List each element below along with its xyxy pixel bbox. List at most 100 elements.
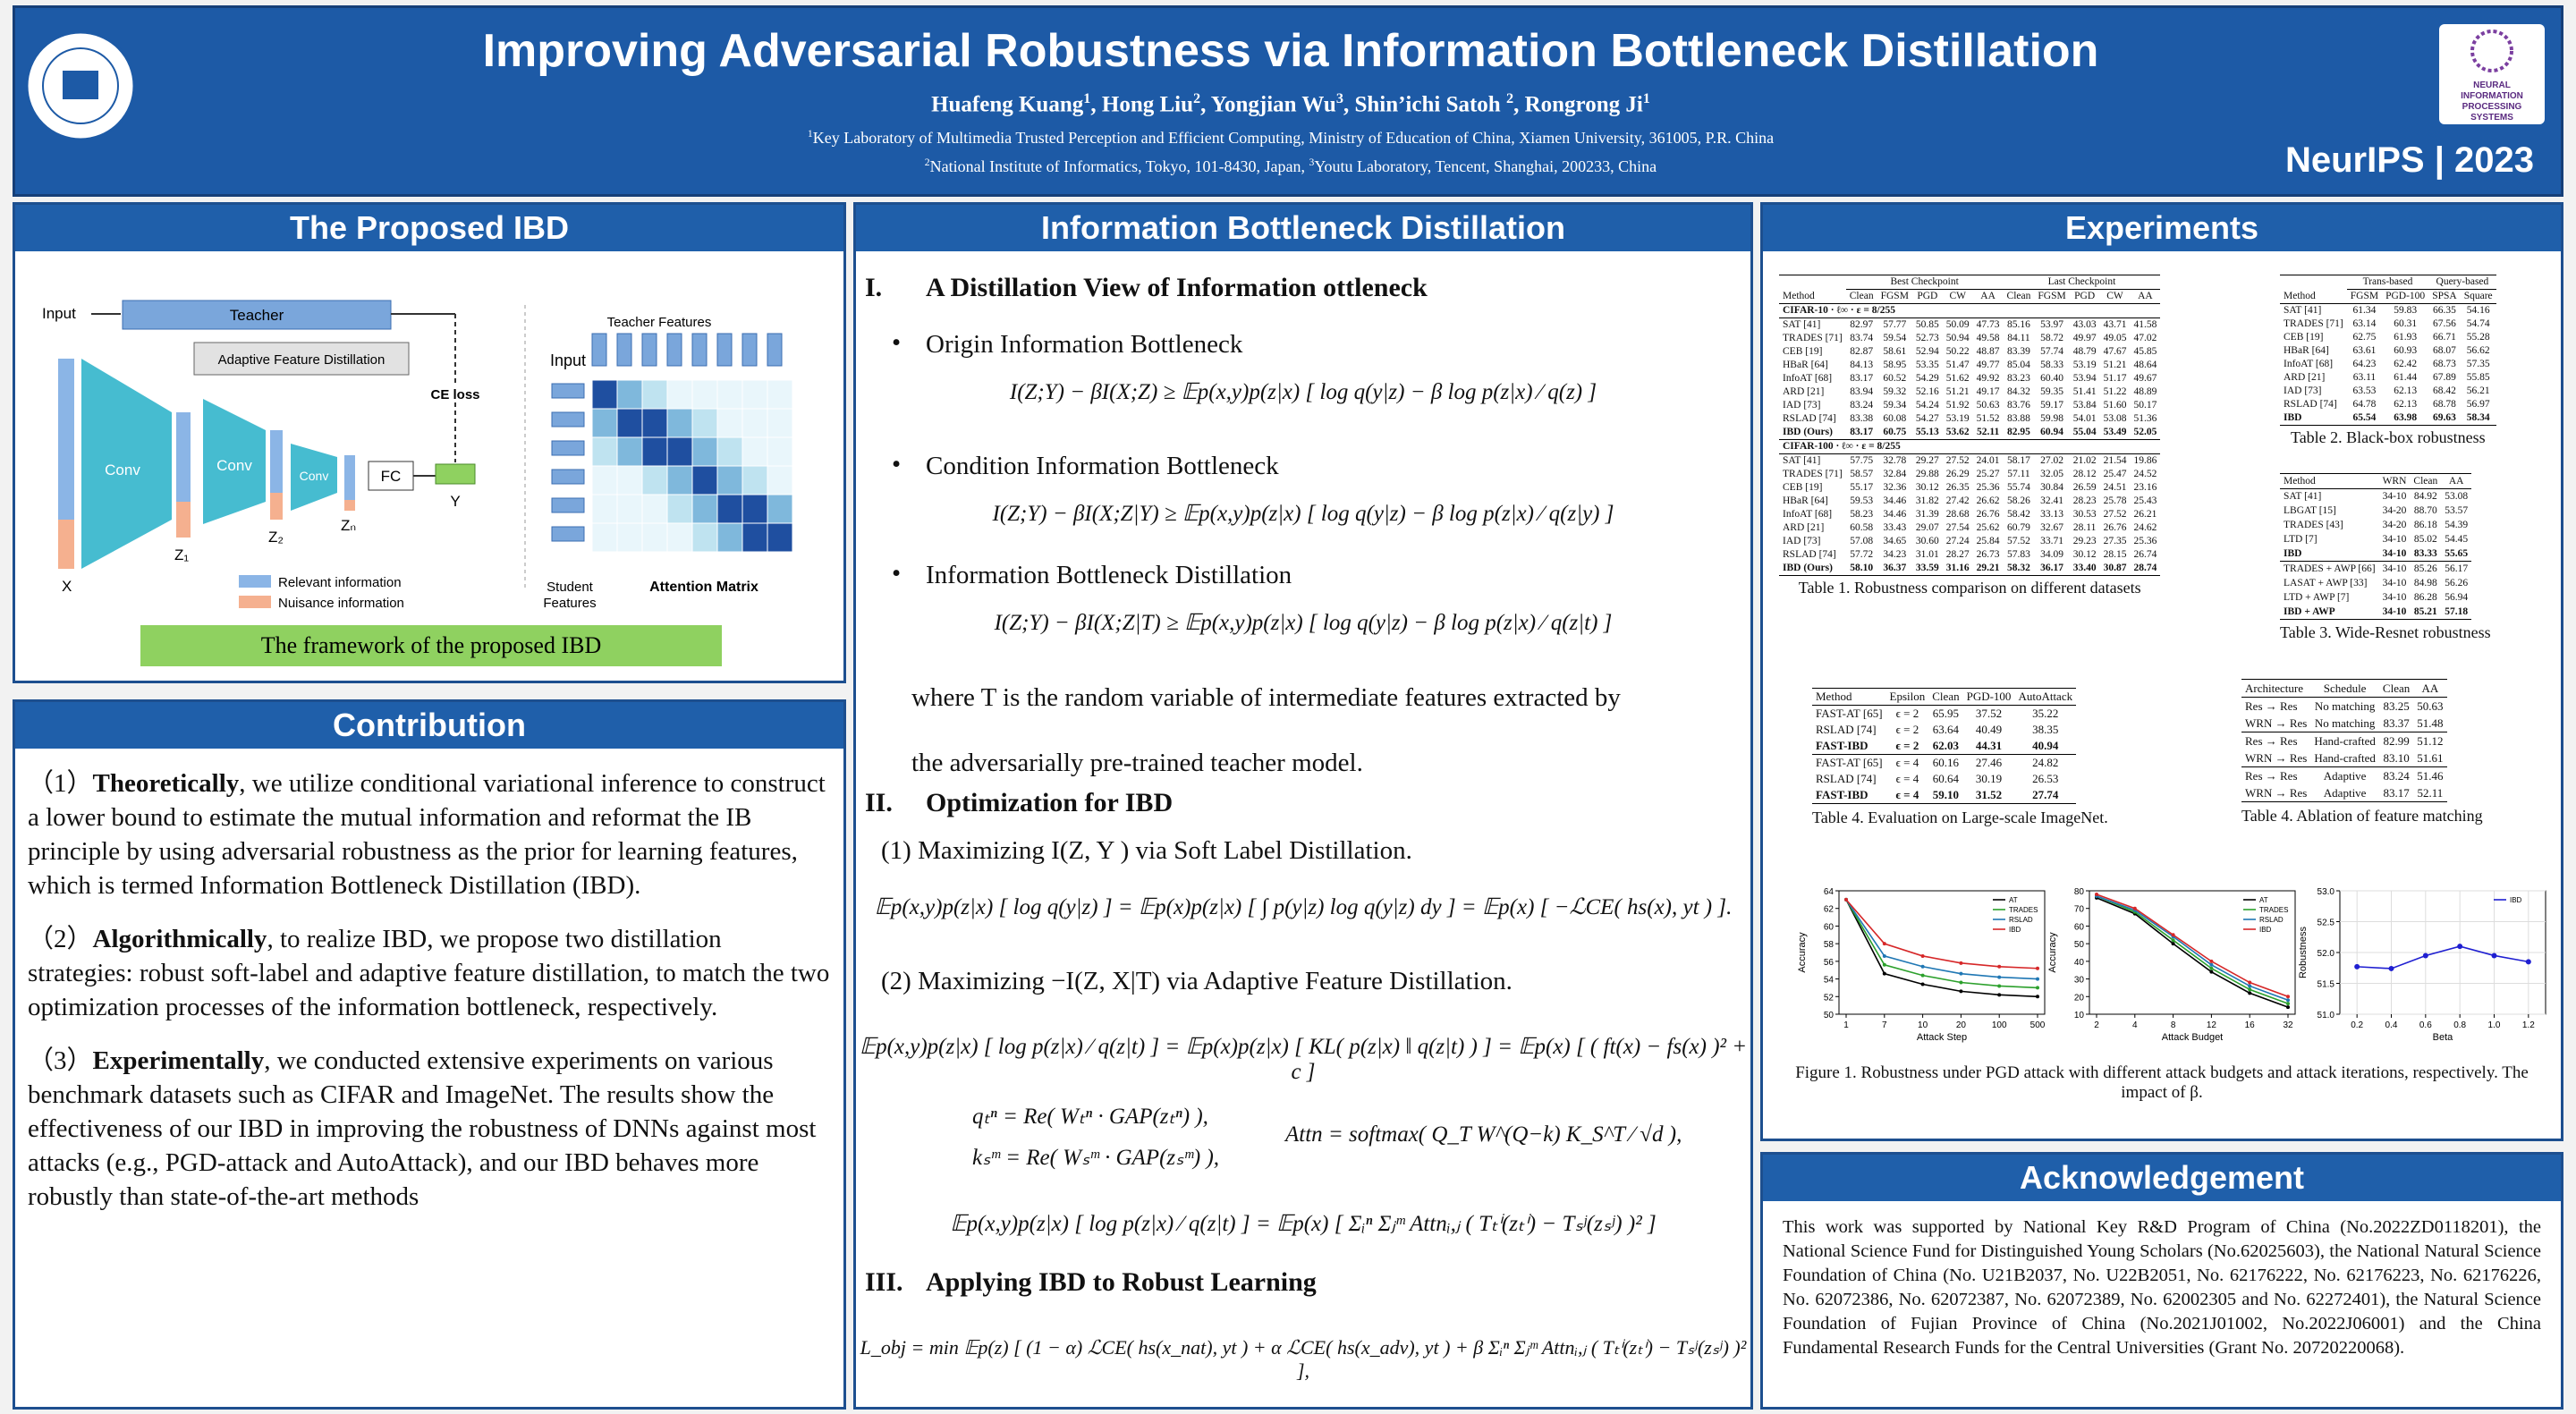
- y-tick-label: 20: [2074, 993, 2085, 1003]
- diagram-label: Conv: [216, 457, 252, 474]
- table-cell: 34-10: [2378, 561, 2411, 576]
- table-cell: 41.58: [2133, 319, 2157, 330]
- feature-bar: [551, 383, 585, 399]
- table-cell: 57.11: [2007, 469, 2030, 479]
- matrix-cell: [741, 379, 768, 410]
- matrix-cell: [641, 465, 668, 495]
- body-text: the adversarially pre-trained teacher mo…: [911, 749, 1363, 777]
- table-cell: 34-20: [2382, 505, 2407, 516]
- x-tick-label: 20: [1956, 1020, 1967, 1030]
- x-tick-label: 2: [2094, 1020, 2099, 1030]
- x-axis-label: Beta: [2433, 1032, 2454, 1043]
- table-cell: 53.19: [2072, 360, 2097, 370]
- x-axis-label: Attack Step: [1917, 1032, 1967, 1043]
- table-cell: 60.58: [1850, 522, 1874, 533]
- series-line: [2357, 945, 2529, 969]
- data-table: Architecture Schedule Clean AA Res → Res No m…: [2241, 679, 2447, 802]
- legend-label: TRADES: [2009, 906, 2038, 914]
- table-cell: 54.29: [1915, 373, 1939, 384]
- y-tick-label: 60: [1824, 922, 1835, 932]
- table-row: RSLAD [74] 64.78 62.13 68.78 56.97: [2280, 398, 2496, 411]
- y-tick-label: 52.5: [2318, 919, 2335, 928]
- author-name: Rongrong Ji: [1524, 92, 1643, 117]
- series-line: [2096, 895, 2289, 1004]
- table-cell: 83.37: [2383, 716, 2410, 730]
- column-header: Schedule: [2310, 679, 2379, 698]
- x-tick-label: 10: [1918, 1020, 1928, 1030]
- table-caption: Table 2. Black-box robustness: [2290, 428, 2486, 446]
- x-tick-label: 500: [2030, 1020, 2046, 1030]
- table-cell: 58.33: [2040, 360, 2063, 370]
- column-header: Architecture: [2241, 679, 2311, 698]
- chart: 10 20 30 40 50 60 70 80 2 4 8 12 16 32 Attack Budget Ac…: [2047, 887, 2296, 1043]
- bullet-label: Origin Information Bottleneck: [926, 330, 1243, 359]
- matrix-cell: [716, 408, 743, 438]
- legend-label: Relevant information: [278, 575, 402, 590]
- table-cell: 62.13: [2394, 399, 2418, 410]
- table-cell: 86.18: [2413, 520, 2437, 530]
- matrix-cell: [716, 494, 743, 524]
- table-cell: Hand-crafted: [2314, 751, 2376, 765]
- table-cell: 64.23: [2352, 359, 2377, 369]
- table-row: Res → Res Hand-crafted 82.99 51.12: [2241, 732, 2447, 749]
- table-cell: 58.61: [1883, 346, 1907, 357]
- table-cell: 26.59: [2072, 482, 2097, 493]
- table-block: Architecture Schedule Clean AA Res → Res No m…: [2241, 679, 2483, 825]
- ack-panel: Acknowledgement This work was supported …: [1760, 1152, 2563, 1410]
- column-header: WRN: [2378, 473, 2411, 489]
- data-table: Trans-based Query-based Method FGSM PGD-100 S…: [2280, 275, 2496, 426]
- contribution-panel: Contribution （1）Theoretically, we utiliz…: [13, 699, 846, 1410]
- column-header: SPSA: [2428, 289, 2461, 304]
- table-cell: 57.72: [1850, 549, 1874, 560]
- table-cell: 51.41: [2072, 386, 2097, 397]
- column-header: PGD-100: [2382, 289, 2429, 304]
- table-cell: 30.87: [2099, 562, 2131, 576]
- affil-sup: 3: [1309, 157, 1315, 168]
- table-cell: 27.74: [2014, 787, 2077, 804]
- y-tick-label: 60: [2074, 922, 2085, 932]
- table-cell: IAD [73]: [2284, 385, 2322, 396]
- column-header: PGD: [2069, 289, 2100, 304]
- table-cell: 83.17: [2378, 784, 2414, 802]
- table-cell: 21.54: [2103, 455, 2127, 466]
- diagram-label: Zₙ: [341, 517, 356, 534]
- x-tick-label: 0.8: [2453, 1020, 2466, 1030]
- diagram-label: Attention Matrix: [649, 580, 758, 595]
- data-point: [1844, 897, 1848, 902]
- table-cell: 30.19: [1975, 772, 2003, 785]
- table-cell: 23.16: [2133, 482, 2157, 493]
- table-cell: 68.07: [2433, 345, 2456, 356]
- group-header: Query-based: [2428, 275, 2496, 290]
- table-cell: 36.17: [2034, 562, 2070, 576]
- table-cell: 49.58: [1976, 333, 2000, 343]
- equation: 𝔼p(x,y)p(z|x) [ log q(y|z) ] = 𝔼p(x)p(z|…: [874, 895, 1733, 919]
- legend-label: IBD: [2009, 926, 2021, 934]
- chart: 51.0 51.5 52.0 52.5 53.0 0.2 0.4 0.6 0.8 1.0 1.2 Be…: [2298, 887, 2546, 1043]
- table-cell: 25.62: [1976, 522, 2000, 533]
- data-point: [2388, 965, 2394, 971]
- table-cell: 28.68: [1945, 509, 1970, 520]
- table-caption: Table 4. Evaluation on Large-scale Image…: [1812, 809, 2108, 826]
- table-caption: Table 4. Ablation of feature matching: [2241, 807, 2483, 825]
- diagram-label-bg: CE loss: [430, 387, 479, 402]
- column-header: Method: [2280, 289, 2347, 304]
- matrix-cell: [691, 465, 718, 495]
- y-tick-label: 50: [2074, 940, 2085, 950]
- data-point: [1959, 980, 1963, 985]
- matrix-cell: [616, 522, 643, 553]
- table-cell: 25.36: [2133, 536, 2157, 546]
- table-cell: 27.46: [1962, 754, 2015, 771]
- table-cell: 34.46: [1883, 509, 1907, 520]
- table-row: LBGAT [15] 34-20 88.70 53.57: [2280, 504, 2471, 518]
- diagram-label: Adaptive Feature Distillation: [218, 352, 386, 368]
- table-cell: Hand-crafted: [2310, 732, 2379, 749]
- table-cell: 28.11: [2072, 522, 2097, 533]
- table-row: SAT [41] 82.97 57.77 50.85 50.09 47.73 85.16 53…: [1779, 318, 2160, 333]
- table-cell: WRN → Res: [2245, 716, 2308, 730]
- x-tick-label: 100: [1992, 1020, 2007, 1030]
- data-point: [1882, 971, 1886, 976]
- data-point: [1882, 953, 1886, 958]
- matrix-cell: [716, 465, 743, 495]
- table-cell: 60.75: [1883, 427, 1907, 437]
- table-cell: 58.26: [2007, 495, 2030, 506]
